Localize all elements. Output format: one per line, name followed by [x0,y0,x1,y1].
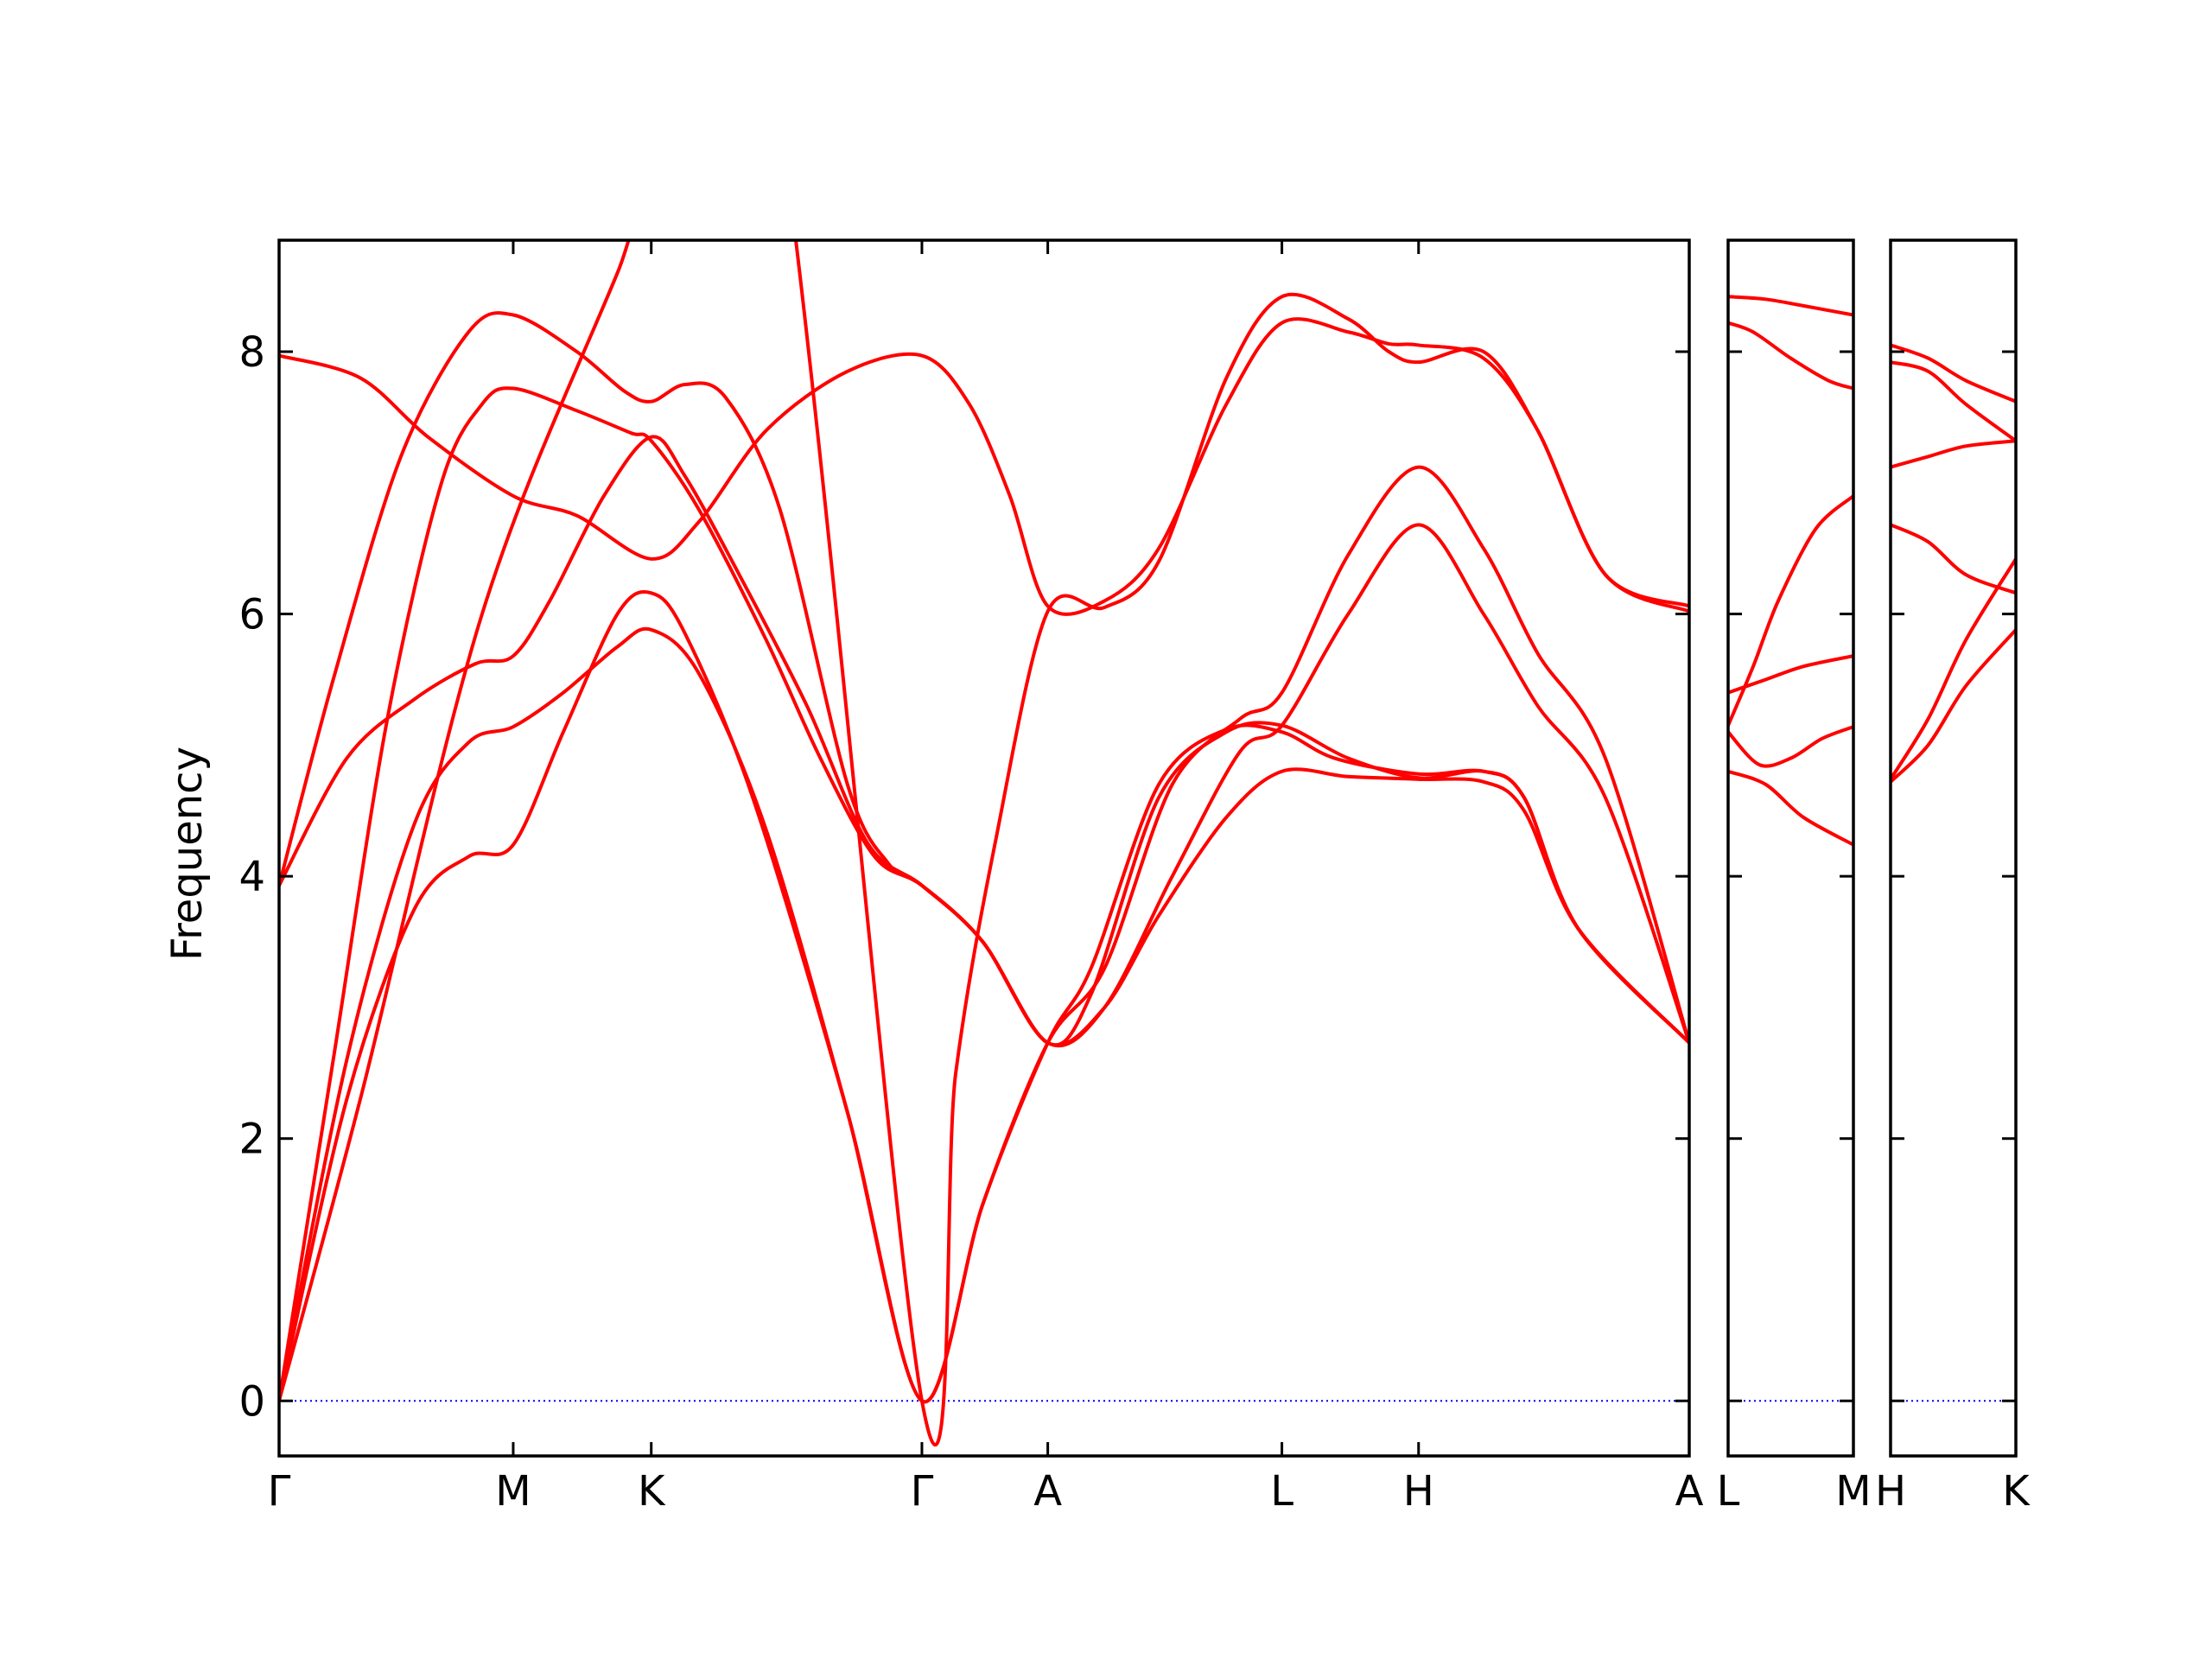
y-tick-label: 8 [238,328,265,377]
plot-frame [277,238,1691,1458]
band-line-3 [1891,439,2016,469]
band-line-1 [279,317,1689,616]
band-line-3 [279,311,1689,1047]
panel-1: 0 2 4 6 8 Γ M K Γ A L H A [238,238,1704,1516]
band-line-4 [1728,654,1853,695]
band-line-5 [1891,556,2016,781]
band-line-2 [279,435,1689,1047]
x-tick-label: A [1675,1467,1704,1516]
band-line-6 [1728,769,1853,847]
y-tick-label: 4 [238,853,265,901]
x-tick-label: H [1875,1467,1906,1516]
bands-group [1891,343,2016,784]
y-tick-label: 2 [238,1116,265,1164]
x-tick-label: M [1835,1467,1871,1516]
band-line-2 [1728,321,1853,391]
x-tick-label: K [2002,1467,2031,1516]
x-tick-label: A [1033,1467,1062,1516]
band-line-7 [279,240,1689,1447]
band-line-1 [1728,295,1853,317]
x-tick-label: M [495,1467,531,1516]
x-tick-label: Γ [268,1467,291,1516]
plot-frame [1726,238,1855,1458]
x-tick-label: L [1717,1467,1740,1516]
band-line-5 [1728,725,1853,768]
bands-group [279,240,1689,1447]
band-line-3 [1728,493,1853,728]
x-tick-label: Γ [911,1467,934,1516]
y-tick-label: 0 [238,1377,265,1426]
band-line-2 [1891,360,2016,443]
plot-frame [1889,238,2018,1458]
x-tick-label: K [638,1467,666,1516]
band-line-4 [279,626,1689,1404]
x-tick-label: L [1270,1467,1294,1516]
y-tick-label: 6 [238,591,265,639]
band-line-4 [1891,523,2016,595]
band-line-6 [279,386,1689,1403]
bands-group [1728,295,1853,847]
band-line-1 [1891,343,2016,404]
x-tick-label: H [1403,1467,1434,1516]
y-axis-label: Frequency [163,747,212,961]
band-line-6 [1891,627,2016,784]
